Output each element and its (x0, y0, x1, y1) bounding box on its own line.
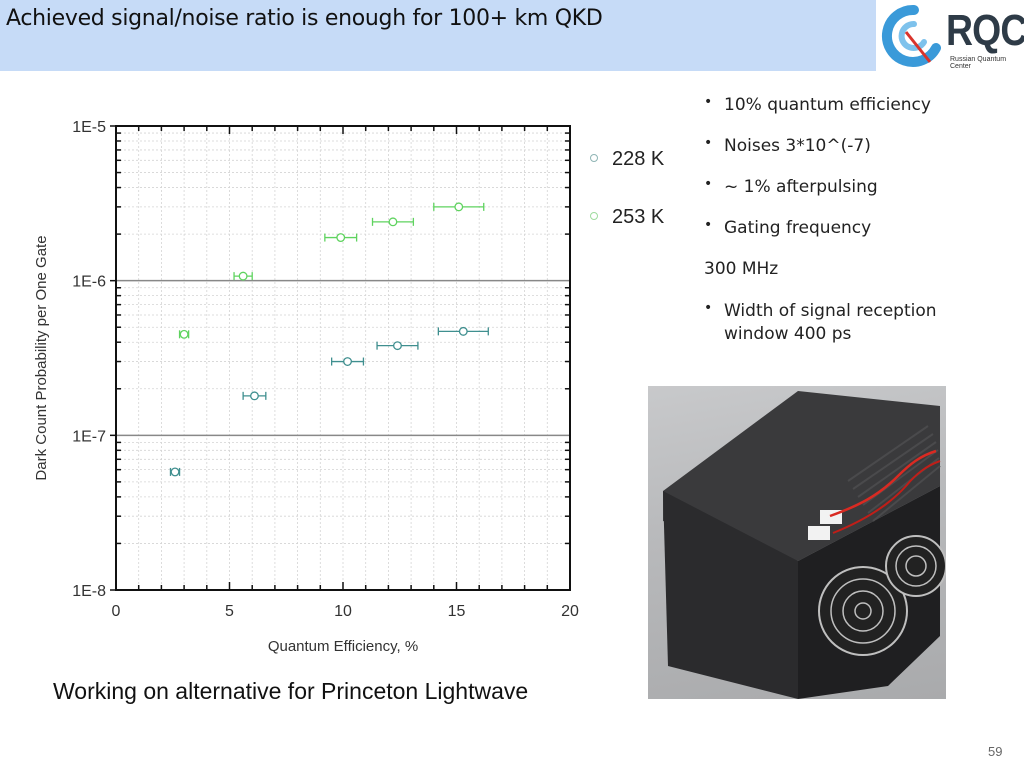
slide-caption: Working on alternative for Princeton Lig… (53, 678, 529, 704)
detector-photo (648, 386, 946, 699)
svg-text:Dark Count Probability per One: Dark Count Probability per One Gate (33, 235, 50, 480)
logo-subtitle: Russian Quantum Center (950, 56, 1007, 70)
bullet-icon: • (704, 176, 713, 192)
bullet-icon: • (704, 94, 713, 110)
dark-count-chart: 0 5 10 15 20 1E-8 1E-7 1E-6 1E-5 Quantum Efficien… (0, 80, 640, 680)
legend-item-253k: 253 K (590, 206, 664, 229)
svg-text:1E-7: 1E-7 (72, 428, 106, 445)
svg-text:20: 20 (561, 603, 579, 620)
svg-text:1E-6: 1E-6 (72, 274, 106, 291)
svg-text:1E-5: 1E-5 (72, 119, 106, 136)
rqc-q-logo-icon (881, 4, 941, 67)
bullet-icon: • (704, 135, 713, 151)
rqc-logo: RQC Russian Quantum Center (878, 2, 1024, 72)
svg-text:1E-8: 1E-8 (72, 583, 106, 600)
detector-device-image (663, 391, 946, 699)
title-bar: Achieved signal/noise ratio is enough fo… (0, 0, 876, 71)
bullet-icon: • (704, 300, 713, 316)
chart-plot: 0 5 10 15 20 1E-8 1E-7 1E-6 1E-5 Quantum Efficien… (33, 119, 579, 655)
circle-marker-icon (590, 153, 598, 162)
bullet-icon: • (704, 217, 713, 233)
svg-text:5: 5 (225, 603, 234, 620)
svg-text:15: 15 (448, 603, 466, 620)
legend-item-228k: 228 K (590, 148, 664, 171)
circle-marker-icon (590, 211, 598, 220)
legend-label: 228 K (612, 148, 665, 170)
svg-text:Quantum Efficiency, %: Quantum Efficiency, % (268, 638, 418, 655)
legend-label: 253 K (612, 206, 665, 228)
logo-wordmark: RQC (946, 6, 1024, 55)
svg-text:0: 0 (112, 603, 121, 620)
page-number: 59 (988, 744, 1003, 759)
slide-title: Achieved signal/noise ratio is enough fo… (6, 6, 603, 31)
svg-text:10: 10 (334, 603, 352, 620)
